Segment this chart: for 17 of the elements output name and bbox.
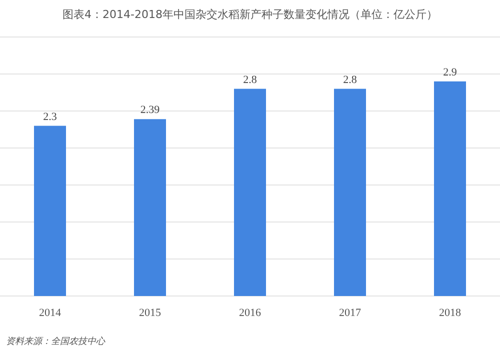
chart-title: 图表4：2014-2018年中国杂交水稻新产种子数量变化情况（单位：亿公斤） [62,8,438,21]
bar [334,88,366,296]
bar [34,126,66,296]
data-label: 2.39 [140,104,160,116]
bar [234,88,266,296]
data-label: 2.8 [343,74,358,86]
x-tick-label: 2014 [39,307,62,319]
x-tick-label: 2016 [239,307,262,319]
x-tick-label: 2017 [339,307,362,319]
x-tick-label: 2018 [439,307,462,319]
x-tick-label: 2015 [139,307,162,319]
data-label: 2.8 [243,74,258,86]
data-label: 2.3 [43,110,58,123]
bar [134,119,166,296]
data-label: 2.9 [443,66,458,78]
bar [434,81,466,296]
text: 资料来源：全国农技中心 [6,336,106,347]
